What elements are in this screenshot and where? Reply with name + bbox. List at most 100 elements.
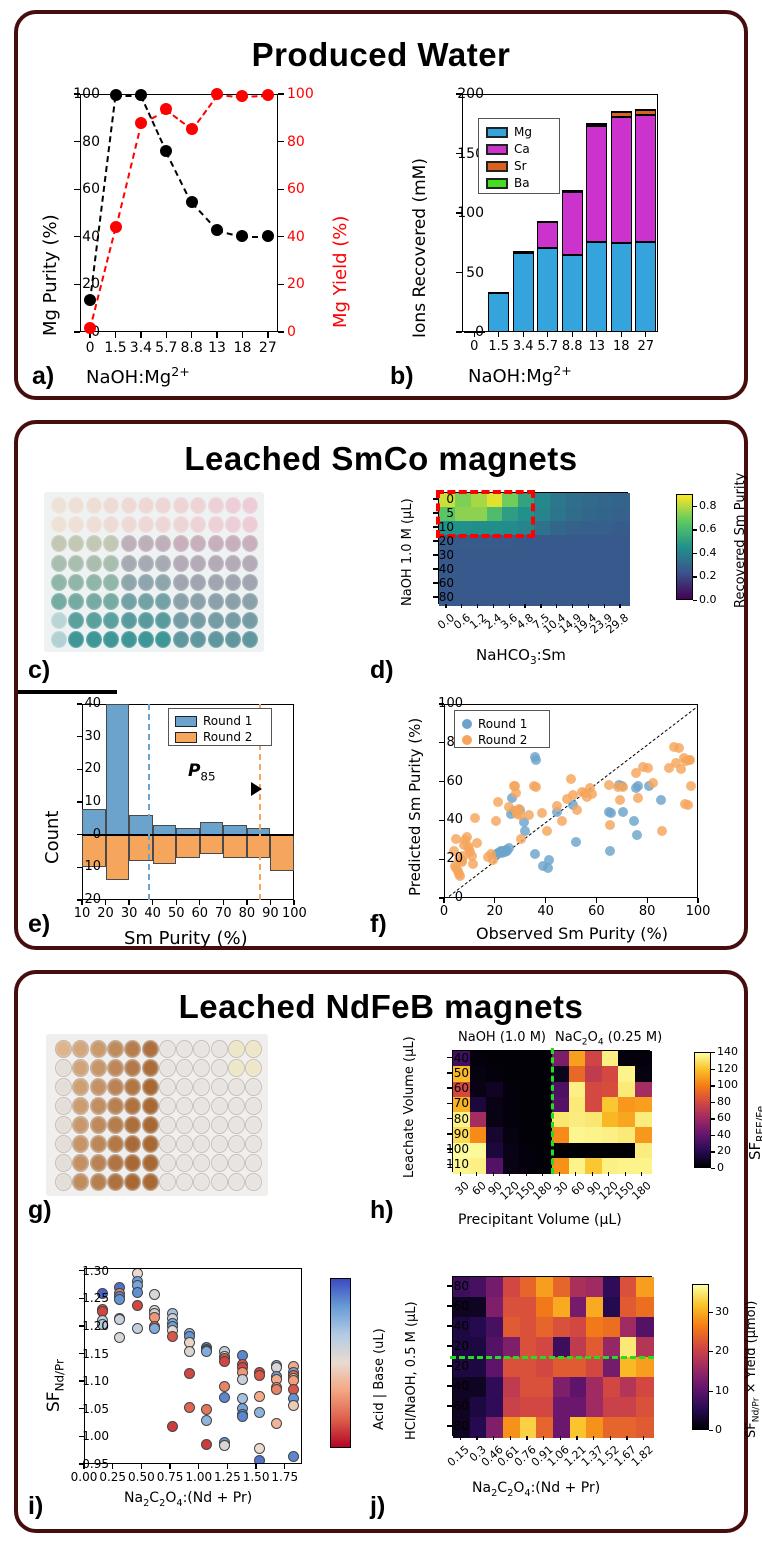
colorbar-tick: 140	[717, 1045, 738, 1058]
y-tick-label: 80	[82, 133, 100, 150]
vline-round2	[258, 704, 261, 900]
heatmap-cell	[603, 1357, 621, 1378]
heatmap-cell	[486, 1297, 504, 1318]
heatmap-cell	[503, 1297, 521, 1318]
y-tick-label: 40	[82, 228, 100, 245]
heatmap-cell	[613, 493, 630, 508]
bar-ba	[537, 221, 559, 224]
tick-mark	[709, 1430, 713, 1432]
tick-mark	[443, 898, 445, 903]
heatmap-cell	[634, 1127, 652, 1144]
plate-well	[138, 573, 154, 591]
colorbar	[692, 1284, 709, 1430]
panel-b-xlabel: NaOH:Mg2+	[468, 363, 572, 387]
heatmap-cell	[486, 493, 503, 508]
plate-well	[124, 1154, 142, 1172]
y-tick-label: 50	[453, 1065, 469, 1080]
y-tick-label: 40	[453, 1050, 469, 1065]
heatmap-cell	[502, 1142, 520, 1159]
tick-mark	[79, 1270, 84, 1272]
heatmap-cell	[636, 1397, 654, 1418]
data-point-purity	[211, 223, 224, 236]
bar-sr	[488, 291, 510, 294]
tick-mark	[626, 1436, 628, 1440]
heatmap-cell	[552, 1096, 570, 1113]
plate-well	[176, 1135, 194, 1153]
scatter-point-round-1	[631, 829, 642, 840]
scatter-point-round-1	[630, 783, 641, 794]
panel-a-ylabel: Mg Purity (%)	[40, 214, 61, 336]
heatmap-cell	[519, 1277, 537, 1298]
heatmap-cell	[518, 521, 535, 536]
y-tick-label: 60	[438, 576, 454, 590]
legend-label: Round 2	[203, 730, 253, 744]
scatter-point-round-1	[629, 816, 640, 827]
heatmap-cell	[636, 1377, 654, 1398]
tick-mark	[439, 858, 444, 860]
scatter-point	[149, 1289, 161, 1301]
plate-well	[193, 1135, 211, 1153]
tick-mark	[79, 1408, 84, 1410]
heatmap-cell	[470, 535, 488, 550]
scatter-point-round-2	[617, 782, 628, 793]
heatmap-cell	[581, 563, 598, 578]
tick-mark	[165, 332, 167, 338]
heatmap-cell	[453, 1337, 471, 1358]
y-tick-label: 20	[453, 1339, 469, 1353]
y-tick-label: 70	[453, 1096, 469, 1111]
y-tick-label: 80	[453, 1279, 469, 1293]
legend-item-round-2: Round 2	[462, 733, 527, 747]
tick-mark	[439, 780, 444, 783]
plate-well	[85, 516, 102, 534]
panel-h-ylabel: Leachate Volume (μL)	[402, 1036, 417, 1178]
scatter-point-round-2	[685, 755, 696, 766]
x-tick-label: 60	[191, 906, 209, 921]
scatter-point	[271, 1417, 283, 1429]
scatter-point	[113, 1293, 125, 1305]
heatmap-cell	[469, 1157, 487, 1174]
tick-mark	[128, 900, 130, 905]
tick-mark	[74, 283, 80, 286]
plate-well	[158, 1040, 176, 1058]
heatmap-cell	[581, 577, 598, 592]
legend-swatch	[175, 731, 197, 743]
tick-mark	[114, 332, 117, 338]
heatmap-cell	[486, 1357, 504, 1378]
plate-well	[141, 1078, 159, 1096]
tick-mark	[79, 1463, 84, 1465]
tick-mark	[547, 332, 549, 337]
x-tick-label: 18	[233, 340, 252, 356]
heatmap-cell	[439, 535, 456, 550]
heatmap-cell	[569, 1337, 587, 1358]
plate-well	[155, 497, 172, 514]
heatmap-cell	[597, 591, 614, 606]
plate-well	[193, 1059, 211, 1077]
scatter-point-round-2	[485, 849, 496, 860]
tick-mark	[587, 604, 590, 608]
bar-ba	[512, 251, 534, 254]
y-tick-label: 80	[453, 1419, 469, 1433]
tick-mark	[645, 332, 647, 337]
heatmap-cell	[603, 1377, 621, 1398]
heatmap-cell	[549, 521, 567, 536]
scatter-point	[271, 1383, 283, 1395]
plate-well	[72, 1173, 90, 1191]
tick-mark	[711, 1068, 715, 1070]
x-tick-label: 20	[97, 906, 114, 921]
tick-mark	[439, 742, 444, 744]
data-point-purity	[134, 89, 147, 102]
tick-mark	[524, 604, 526, 608]
heatmap-cell	[569, 1397, 587, 1418]
scatter-point-round-1	[537, 861, 548, 872]
heatmap-cell	[469, 1377, 487, 1398]
plate-well	[245, 1135, 263, 1153]
scatter-point-round-2	[470, 813, 481, 824]
scatter-point	[236, 1374, 248, 1386]
group-divider	[551, 1048, 554, 1174]
heatmap-cell	[565, 563, 583, 578]
legend-item-ca: Ca	[486, 142, 530, 156]
tick-mark	[447, 1148, 452, 1150]
heatmap-cell	[519, 1357, 537, 1378]
heatmap-cell	[502, 1051, 520, 1067]
y-tick-label: 1.10	[82, 1374, 109, 1389]
